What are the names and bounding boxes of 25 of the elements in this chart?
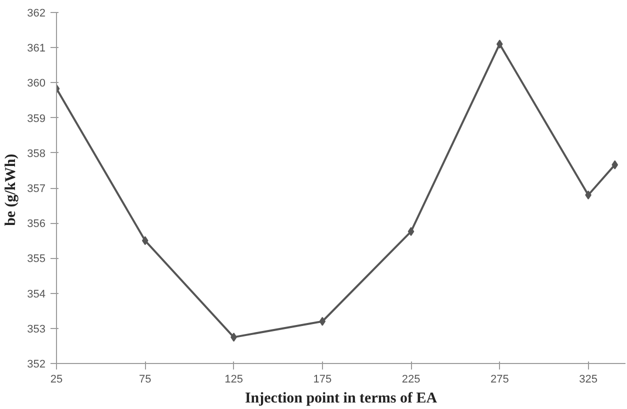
- y-tick-label: 352: [27, 358, 46, 370]
- point: [496, 40, 503, 49]
- y-tick-label: 357: [27, 183, 46, 195]
- y-tick-label: 361: [27, 42, 46, 55]
- point: [142, 236, 148, 246]
- point: [319, 316, 326, 326]
- y-tick-label: 353: [27, 323, 46, 336]
- x-axis-title: Injection point in terms of EA: [244, 390, 438, 406]
- y-tick-label: 360: [27, 78, 46, 90]
- x-tick-label: 325: [579, 374, 598, 386]
- x-tick-label: 175: [313, 374, 332, 386]
- y-tick-label: 362: [27, 8, 46, 20]
- x-tick-label: 275: [490, 374, 509, 386]
- y-tick-label: 356: [27, 218, 46, 230]
- y-tick-label: 358: [27, 148, 46, 160]
- x-tick-label: 225: [402, 374, 420, 386]
- point: [612, 160, 618, 170]
- y-tick-label: 355: [27, 253, 46, 266]
- x-tick-label: 125: [224, 374, 243, 386]
- y-axis-title: be (g/kWh): [3, 154, 20, 226]
- x-tick-label: 25: [50, 374, 63, 386]
- point: [408, 227, 414, 236]
- y-tick-label: 354: [27, 288, 46, 300]
- y-tick-label: 359: [27, 112, 46, 125]
- x-tick-label: 75: [139, 374, 152, 386]
